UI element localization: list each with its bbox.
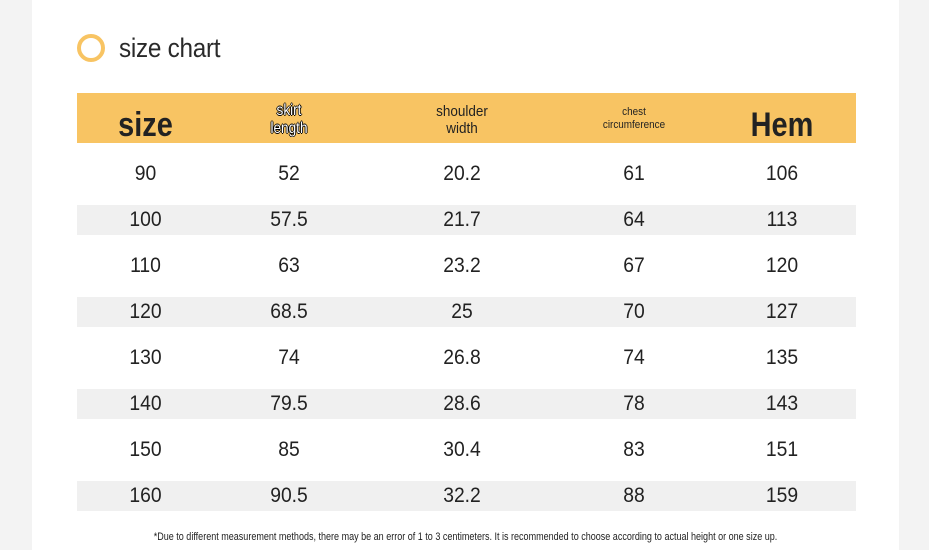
cell-size: 90 <box>134 162 157 185</box>
header-shoulder-width: shoulder width <box>436 102 488 137</box>
cell-size: 150 <box>129 438 162 461</box>
cell-shoulder-width: 20.2 <box>443 162 481 185</box>
cell-hem: 143 <box>765 392 799 415</box>
footnote: *Due to different measurement methods, t… <box>153 531 778 543</box>
cell-skirt-length: 74 <box>278 346 300 369</box>
cell-skirt-length: 68.5 <box>270 300 308 323</box>
cell-size: 100 <box>129 208 162 231</box>
cell-chest: 67 <box>623 254 645 277</box>
cell-shoulder-width: 21.7 <box>443 208 481 231</box>
size-table: size skirt length shoulder width chest c… <box>77 93 856 519</box>
cell-hem: 135 <box>765 346 799 369</box>
cell-size: 140 <box>129 392 162 415</box>
header-size: size <box>118 106 173 145</box>
cell-shoulder-width: 30.4 <box>443 438 481 461</box>
cell-hem: 113 <box>766 208 798 231</box>
cell-chest: 64 <box>623 208 645 231</box>
header-chest-circumference: chest circumference <box>602 106 666 131</box>
cell-chest: 74 <box>623 346 645 369</box>
cell-hem: 151 <box>765 438 799 461</box>
table-row: 130 74 26.8 74 135 <box>77 335 856 381</box>
cell-skirt-length: 90.5 <box>270 484 308 507</box>
cell-size: 130 <box>129 346 162 369</box>
cell-hem: 120 <box>765 254 799 277</box>
cell-shoulder-width: 26.8 <box>443 346 481 369</box>
cell-size: 160 <box>129 484 162 507</box>
cell-skirt-length: 63 <box>278 254 300 277</box>
table-row: 90 52 20.2 61 106 <box>77 151 856 197</box>
cell-hem: 159 <box>765 484 799 507</box>
size-chart-page: size chart size skirt length shoulder wi… <box>32 0 899 550</box>
cell-skirt-length: 57.5 <box>270 208 308 231</box>
cell-size: 120 <box>129 300 162 323</box>
cell-chest: 83 <box>623 438 645 461</box>
cell-size: 110 <box>130 254 161 277</box>
title-row: size chart <box>77 28 232 68</box>
cell-shoulder-width: 32.2 <box>443 484 481 507</box>
cell-chest: 88 <box>623 484 645 507</box>
table-row: 100 57.5 21.7 64 113 <box>77 205 856 235</box>
ring-bullet-icon <box>77 34 105 62</box>
table-row: 120 68.5 25 70 127 <box>77 297 856 327</box>
page-title: size chart <box>119 32 221 63</box>
table-row: 150 85 30.4 83 151 <box>77 427 856 473</box>
cell-shoulder-width: 25 <box>451 300 473 323</box>
cell-chest: 61 <box>623 162 645 185</box>
cell-skirt-length: 79.5 <box>270 392 308 415</box>
table-row: 140 79.5 28.6 78 143 <box>77 389 856 419</box>
table-body: 90 52 20.2 61 106 100 57.5 21.7 64 113 1… <box>77 143 856 511</box>
table-header: size skirt length shoulder width chest c… <box>77 93 856 145</box>
cell-shoulder-width: 28.6 <box>443 392 481 415</box>
cell-skirt-length: 85 <box>278 438 300 461</box>
cell-chest: 78 <box>623 392 645 415</box>
table-row: 110 63 23.2 67 120 <box>77 243 856 289</box>
cell-skirt-length: 52 <box>278 162 300 185</box>
cell-hem: 127 <box>765 300 799 323</box>
header-hem: Hem <box>750 106 814 145</box>
cell-shoulder-width: 23.2 <box>443 254 481 277</box>
cell-chest: 70 <box>623 300 645 323</box>
cell-hem: 106 <box>765 162 799 185</box>
header-skirt-length: skirt length <box>270 101 308 137</box>
table-row: 160 90.5 32.2 88 159 <box>77 481 856 511</box>
